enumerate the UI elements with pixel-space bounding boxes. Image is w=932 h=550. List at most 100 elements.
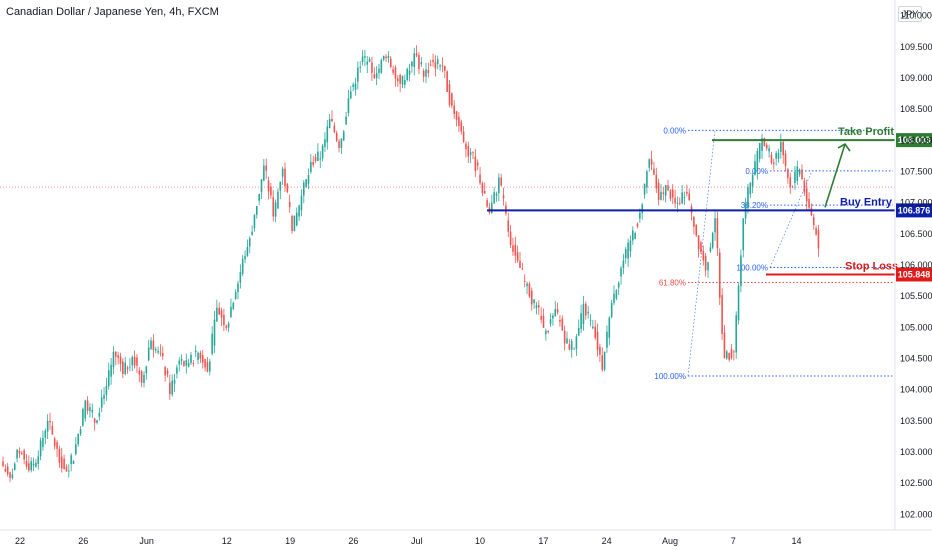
candle-body: [16, 449, 18, 459]
candle-body: [780, 142, 782, 152]
candle-body: [563, 330, 566, 344]
candle-body: [467, 145, 470, 157]
candle-body: [775, 153, 777, 159]
x-tick-label: 22: [15, 536, 25, 546]
take-profit-price-label: 108.003: [898, 135, 931, 145]
x-tick-label: 10: [475, 536, 485, 546]
candle-body: [359, 66, 361, 68]
x-tick-label: 17: [538, 536, 548, 546]
candle-body: [570, 341, 573, 350]
candle-body: [216, 307, 218, 322]
candle-body: [472, 152, 474, 154]
candle-body: [669, 190, 672, 199]
candle-body: [681, 192, 683, 204]
y-tick-label: 106.500: [900, 229, 932, 239]
candle-body: [794, 171, 796, 184]
candle-body: [592, 326, 594, 329]
candle-body: [293, 215, 296, 232]
candle-body: [754, 161, 756, 175]
candle-body: [655, 174, 658, 189]
candle-body: [37, 456, 40, 465]
candle-body: [469, 152, 472, 155]
candle-body: [784, 153, 787, 167]
candle-body: [347, 98, 350, 113]
candle-body: [220, 310, 223, 318]
candle-body: [385, 56, 387, 59]
candle-body: [256, 206, 258, 215]
candle-body: [805, 188, 808, 202]
candle-body: [70, 455, 72, 465]
stop-loss-label: Stop Loss: [845, 260, 898, 272]
candle-body: [178, 360, 181, 365]
candle-body: [209, 361, 211, 372]
candle-body: [345, 116, 347, 125]
candle-body: [662, 192, 665, 194]
x-tick-label: 24: [602, 536, 612, 546]
candle-body: [338, 141, 340, 148]
candle-body: [721, 294, 723, 334]
candle-body: [552, 315, 554, 319]
candle-body: [79, 429, 82, 434]
candle-body: [533, 299, 535, 304]
x-tick-label: 14: [792, 536, 802, 546]
candle-body: [18, 451, 21, 454]
candle-body: [312, 161, 314, 165]
candle-body: [695, 224, 698, 236]
candle-body: [307, 175, 310, 184]
candle-body: [455, 111, 458, 120]
candle-body: [218, 307, 220, 315]
x-tick-label: Aug: [662, 536, 678, 546]
candle-body: [392, 69, 394, 73]
candle-body: [535, 305, 538, 309]
candle-body: [549, 319, 552, 324]
y-tick-label: 109.500: [900, 42, 932, 52]
candle-body: [653, 168, 655, 175]
candle-body: [523, 280, 526, 282]
candle-body: [378, 68, 380, 74]
candle-body: [404, 79, 406, 85]
candle-body: [39, 440, 42, 457]
candle-body: [225, 325, 228, 328]
candle-body: [481, 183, 484, 194]
candle-body: [636, 223, 639, 227]
currency-button[interactable]: JPY: [898, 6, 922, 22]
candle-body: [340, 138, 343, 148]
candle-body: [298, 205, 300, 217]
candle-body: [693, 217, 695, 227]
candle-body: [270, 186, 272, 196]
candle-body: [98, 412, 101, 417]
candle-body: [716, 218, 719, 249]
candle-body: [206, 362, 209, 372]
candle-body: [671, 189, 674, 198]
candle-body: [185, 360, 188, 366]
y-tick-label: 105.000: [900, 322, 932, 332]
time-axis: 22 26 Jun 12 19 26 Jul 10 17 24 Aug 7 14: [15, 536, 802, 546]
candle-body: [676, 202, 679, 204]
candle-body: [674, 197, 676, 204]
y-tick-label: 104.500: [900, 354, 932, 364]
buy-entry-price-tag: [896, 203, 932, 218]
candle-body: [441, 65, 444, 67]
candle-body: [107, 370, 110, 387]
candle-body: [545, 330, 547, 335]
candle-body: [375, 73, 378, 79]
candle-body: [751, 174, 754, 187]
candle-body: [702, 251, 705, 261]
candle-body: [650, 159, 653, 165]
candle-body: [777, 152, 780, 159]
candle-body: [509, 231, 512, 245]
candle-body: [4, 468, 7, 472]
candle-body: [512, 245, 514, 252]
candle-body: [709, 247, 712, 252]
candle-body: [204, 358, 206, 368]
candle-body: [556, 309, 559, 313]
candle-body: [272, 197, 275, 217]
candle-body: [425, 69, 427, 77]
candle-body: [458, 116, 460, 126]
candle-body: [483, 191, 486, 194]
fib-trendline: [687, 130, 716, 377]
candle-body: [286, 183, 289, 192]
candle-body: [93, 418, 96, 423]
fib-level-label: 0.00%: [663, 126, 686, 135]
